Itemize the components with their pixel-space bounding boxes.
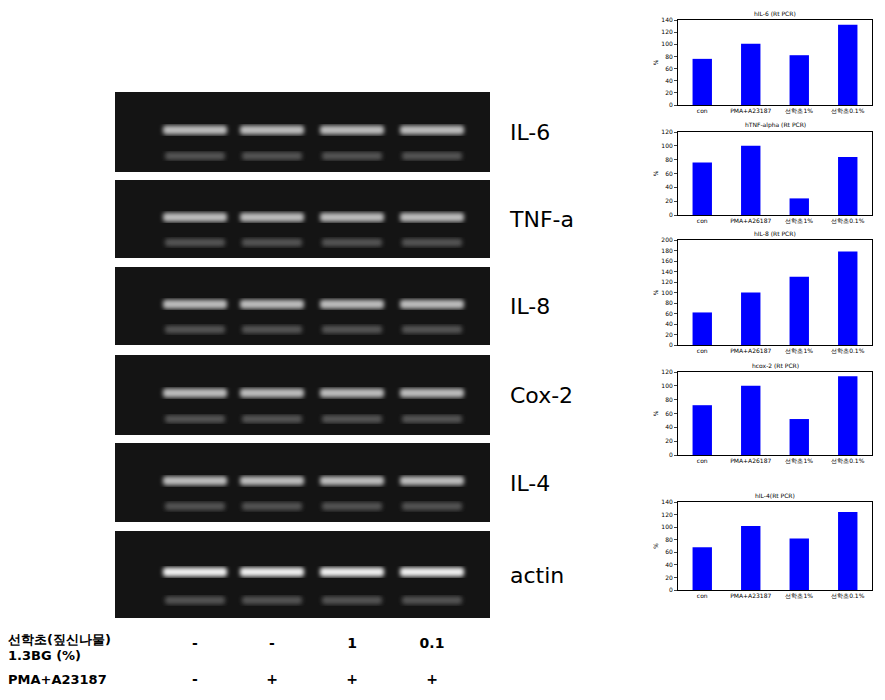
svg-text:con: con [697,347,708,354]
svg-text:140: 140 [661,268,673,275]
svg-text:60: 60 [665,170,673,177]
svg-text:+: + [346,671,358,687]
svg-text:0: 0 [669,341,673,348]
svg-text:선학초1%: 선학초1% [785,592,813,599]
svg-text:%: % [652,59,659,65]
svg-text:100: 100 [661,142,673,149]
svg-text:100: 100 [661,382,673,389]
svg-text:40: 40 [665,423,673,430]
svg-text:100: 100 [661,289,673,296]
svg-text:20: 20 [665,437,673,444]
svg-text:선학초0.1%: 선학초0.1% [831,592,865,599]
svg-text:0.1: 0.1 [420,635,445,651]
svg-text:선학초0.1%: 선학초0.1% [831,347,865,354]
svg-text:80: 80 [665,53,673,60]
svg-text:선학초0.1%: 선학초0.1% [831,217,865,224]
svg-text:%: % [652,289,659,295]
svg-text:80: 80 [665,299,673,306]
svg-text:120: 120 [661,28,673,35]
svg-text:100: 100 [661,523,673,530]
svg-text:20: 20 [665,574,673,581]
svg-text:%: % [652,410,659,416]
svg-text:0: 0 [669,451,673,458]
svg-text:actin: actin [510,563,564,588]
svg-text:선학초0.1%: 선학초0.1% [831,107,865,114]
svg-text:140: 140 [661,16,673,23]
svg-text:20: 20 [665,89,673,96]
svg-text:80: 80 [665,536,673,543]
svg-text:hIL-4(Rt PCR): hIL-4(Rt PCR) [755,492,795,499]
svg-text:PMA+A26187: PMA+A26187 [730,457,771,464]
svg-text:Cox-2: Cox-2 [510,383,573,408]
svg-text:hcox-2 (Rt PCR): hcox-2 (Rt PCR) [752,362,799,369]
svg-text:60: 60 [665,410,673,417]
svg-text:80: 80 [665,156,673,163]
svg-text:hTNF-alpha (Rt PCR): hTNF-alpha (Rt PCR) [745,121,806,129]
svg-text:0: 0 [669,101,673,108]
svg-text:180: 180 [661,247,673,254]
svg-text:hIL-6 (Rt PCR): hIL-6 (Rt PCR) [754,10,796,17]
svg-text:40: 40 [665,561,673,568]
svg-text:선학초1%: 선학초1% [785,107,813,114]
svg-text:선학초1%: 선학초1% [785,347,813,354]
svg-text:120: 120 [661,368,673,375]
svg-text:60: 60 [665,310,673,317]
svg-text:80: 80 [665,396,673,403]
svg-text:선학초(짚신나물): 선학초(짚신나물) [8,632,111,647]
svg-text:-: - [192,635,198,651]
svg-text:IL-4: IL-4 [510,471,550,496]
svg-text:IL-6: IL-6 [510,120,550,145]
svg-text:hIL-8 (Rt PCR): hIL-8 (Rt PCR) [754,230,796,237]
svg-text:-: - [192,671,198,687]
svg-text:20: 20 [665,331,673,338]
svg-text:PMA+A23187: PMA+A23187 [8,672,107,687]
svg-text:200: 200 [661,236,673,243]
svg-text:140: 140 [661,498,673,505]
svg-text:%: % [652,170,659,176]
svg-text:120: 120 [661,128,673,135]
svg-text:20: 20 [665,197,673,204]
svg-text:PMA+A23187: PMA+A23187 [730,592,771,599]
svg-text:PMA+A23187: PMA+A23187 [730,107,771,114]
svg-text:PMA+A26187: PMA+A26187 [730,347,771,354]
svg-text:con: con [697,107,708,114]
svg-text:60: 60 [665,548,673,555]
svg-text:+: + [426,671,438,687]
svg-text:con: con [697,592,708,599]
svg-text:TNF-a: TNF-a [509,207,574,232]
svg-text:선학초1%: 선학초1% [785,457,813,464]
svg-text:120: 120 [661,278,673,285]
svg-text:PMA+A26187: PMA+A26187 [730,217,771,224]
svg-text:%: % [652,543,659,549]
svg-text:선학초0.1%: 선학초0.1% [831,457,865,464]
svg-text:40: 40 [665,77,673,84]
svg-text:60: 60 [665,65,673,72]
svg-text:con: con [697,217,708,224]
svg-text:0: 0 [669,211,673,218]
svg-text:40: 40 [665,320,673,327]
svg-text:120: 120 [661,511,673,518]
svg-text:100: 100 [661,40,673,47]
svg-text:IL-8: IL-8 [510,294,550,319]
svg-text:con: con [697,457,708,464]
svg-text:-: - [269,635,275,651]
svg-text:160: 160 [661,257,673,264]
svg-text:40: 40 [665,183,673,190]
svg-text:1: 1 [347,635,357,651]
svg-text:1.3BG (%): 1.3BG (%) [8,648,81,663]
svg-text:0: 0 [669,586,673,593]
svg-text:+: + [266,671,278,687]
svg-text:선학초1%: 선학초1% [785,217,813,224]
